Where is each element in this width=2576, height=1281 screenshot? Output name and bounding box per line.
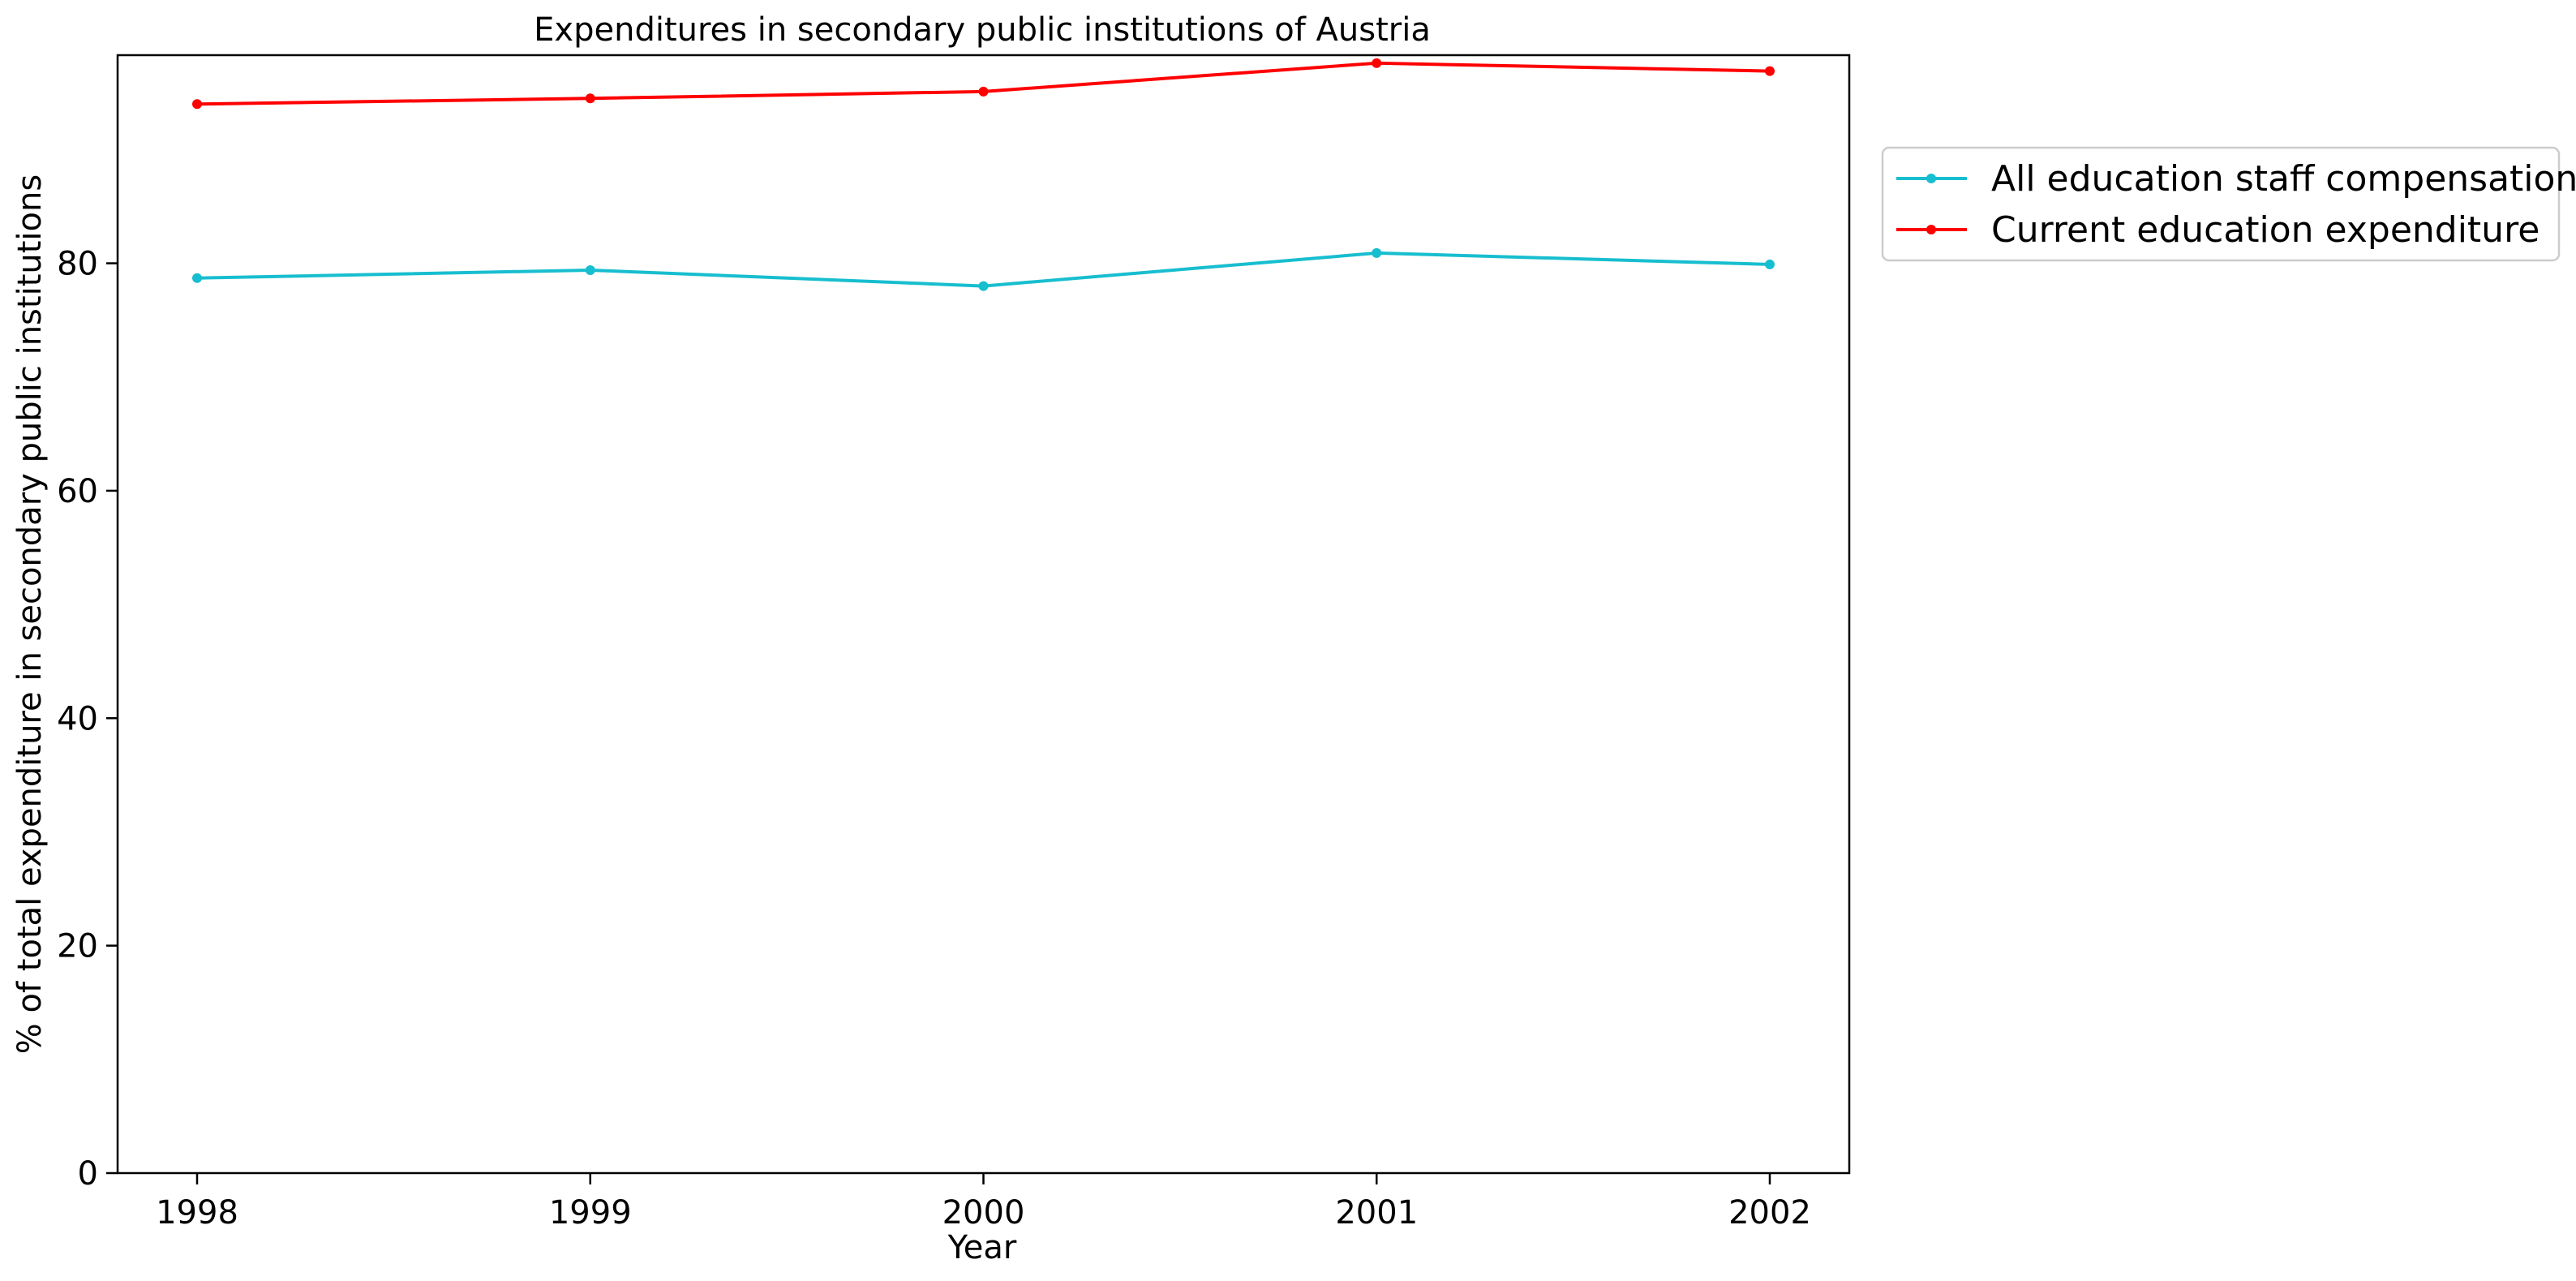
data-point xyxy=(978,281,989,291)
legend-marker xyxy=(1926,225,1936,234)
x-tick-label: 1998 xyxy=(156,1194,238,1232)
legend-item: All education staff compensation xyxy=(1896,158,2576,200)
series-1 xyxy=(192,247,1775,291)
legend-label: Current education expenditure xyxy=(1991,209,2540,251)
x-tick-label: 2000 xyxy=(942,1194,1025,1232)
data-point xyxy=(192,273,202,283)
x-axis: 1998 1999 2000 2001 2002 xyxy=(156,1173,1811,1232)
chart-title: Expenditures in secondary public institu… xyxy=(534,11,1431,49)
data-point xyxy=(585,264,595,275)
data-point xyxy=(1372,58,1382,68)
data-point xyxy=(585,93,595,104)
x-tick-label: 2002 xyxy=(1728,1194,1811,1232)
y-tick-label: 80 xyxy=(57,246,98,283)
y-tick-label: 20 xyxy=(57,928,98,965)
data-point xyxy=(1372,247,1382,258)
legend-box xyxy=(1881,146,2561,262)
x-axis-title: Year xyxy=(947,1229,1017,1266)
data-point xyxy=(192,99,202,110)
legend-marker xyxy=(1926,174,1936,183)
y-axis-title: % of total expenditure in secondary publ… xyxy=(11,174,49,1054)
plot-area: 0 20 40 60 80 1998 1999 2000 2001 2002 xyxy=(57,54,1851,1232)
y-axis: 0 20 40 60 80 xyxy=(57,246,118,1193)
x-tick-label: 1999 xyxy=(549,1194,632,1232)
y-tick-label: 40 xyxy=(57,700,98,737)
x-tick-label: 2001 xyxy=(1335,1194,1418,1232)
legend: All education staff compensation Current … xyxy=(1881,146,2576,262)
series-layer xyxy=(192,58,1775,291)
data-point xyxy=(1765,66,1775,76)
legend-label: All education staff compensation xyxy=(1991,158,2576,200)
legend-item: Current education expenditure xyxy=(1896,209,2540,251)
data-point xyxy=(978,86,989,97)
series-2 xyxy=(192,58,1775,110)
y-tick-label: 0 xyxy=(78,1155,98,1193)
y-tick-label: 60 xyxy=(57,473,98,510)
data-point xyxy=(1765,259,1775,269)
